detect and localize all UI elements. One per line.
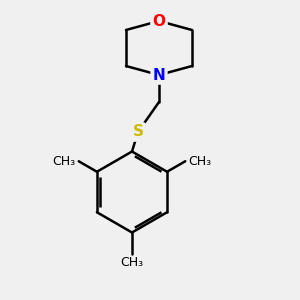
Text: CH₃: CH₃ — [120, 256, 144, 269]
Text: S: S — [133, 124, 143, 140]
Text: O: O — [152, 14, 166, 28]
Text: CH₃: CH₃ — [188, 155, 212, 168]
Text: N: N — [153, 68, 165, 82]
Text: CH₃: CH₃ — [52, 155, 76, 168]
